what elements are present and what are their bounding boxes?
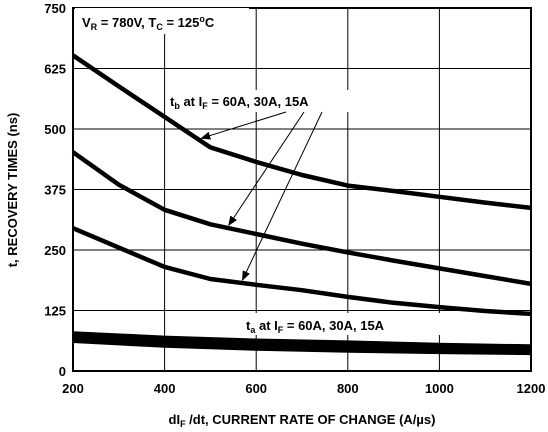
tb-symbol: t	[170, 94, 175, 109]
y-tick-label-4: 500	[44, 122, 66, 137]
tb-current-subscript: F	[202, 101, 208, 111]
condition-box: VR = 780V, TC = 125oC	[75, 8, 249, 34]
ta-annotation-background	[244, 313, 440, 335]
tb-arrow-15A	[242, 111, 323, 282]
y-tick-labels: 0 125 250 375 500 625 750	[44, 1, 66, 379]
x-tick-label-2: 600	[245, 381, 267, 396]
condition-label: VR = 780V, TC = 125oC	[82, 14, 215, 32]
x-tick-label-0: 200	[62, 381, 84, 396]
condition-v-subscript: R	[91, 22, 98, 32]
tb-annotation-label: tb at IF = 60A, 30A, 15A	[170, 94, 309, 111]
tb-mid-text: at I	[180, 94, 202, 109]
tb-arrow-60A	[200, 111, 287, 140]
tb-arrow-30A	[228, 111, 305, 227]
ta-subscript: a	[250, 325, 256, 335]
tb-annotation-background	[168, 90, 358, 112]
y-tick-label-2: 250	[44, 243, 66, 258]
ta-current-subscript: F	[278, 325, 284, 335]
condition-v-symbol: V	[82, 15, 91, 30]
x-tick-labels: 200 400 600 800 1000 1200	[62, 381, 545, 396]
series-lines	[71, 53, 532, 356]
series-tb-15A	[72, 226, 532, 317]
y-tick-label-1: 125	[44, 304, 66, 319]
condition-v-text: = 780V,	[97, 15, 148, 30]
condition-t-symbol: T	[148, 15, 156, 30]
y-tick-label-0: 0	[59, 364, 66, 379]
y-tick-label-3: 375	[44, 183, 66, 198]
x-axis-title-pre: dI	[169, 412, 181, 427]
ta-band	[73, 333, 531, 353]
condition-t-text: = 125	[163, 15, 200, 30]
y-axis-title: t, RECOVERY TIMES (ns)	[5, 113, 20, 268]
x-tick-label-5: 1200	[517, 381, 546, 396]
tb-subscript: b	[174, 101, 180, 111]
condition-box-background	[75, 8, 249, 34]
condition-t-unit: C	[205, 15, 215, 30]
x-axis-title-rest: /dt, CURRENT RATE OF CHANGE (A/µs)	[186, 412, 436, 427]
x-axis-title: dIF /dt, CURRENT RATE OF CHANGE (A/µs)	[169, 412, 436, 429]
condition-degree: o	[199, 14, 205, 24]
ta-annotation: ta at IF = 60A, 30A, 15A	[244, 313, 440, 335]
tb-rest-text: = 60A, 30A, 15A	[208, 94, 309, 109]
y-tick-label-5: 625	[44, 62, 66, 77]
series-tb-30A	[71, 150, 532, 287]
condition-t-subscript: C	[156, 22, 163, 32]
ta-rest-text: = 60A, 30A, 15A	[283, 318, 384, 333]
series-tb-60A	[71, 53, 532, 211]
x-tick-label-3: 800	[337, 381, 359, 396]
x-tick-label-1: 400	[154, 381, 176, 396]
y-tick-label-6: 750	[44, 1, 66, 16]
x-axis-title-subscript: F	[180, 419, 186, 429]
x-tick-label-4: 1000	[425, 381, 454, 396]
ta-mid-text: at I	[255, 318, 277, 333]
plot-frame	[72, 7, 532, 372]
ta-annotation-label: ta at IF = 60A, 30A, 15A	[246, 318, 385, 335]
ta-symbol: t	[246, 318, 251, 333]
tb-annotation: tb at IF = 60A, 30A, 15A	[168, 90, 358, 282]
tb-arrows	[200, 111, 323, 282]
